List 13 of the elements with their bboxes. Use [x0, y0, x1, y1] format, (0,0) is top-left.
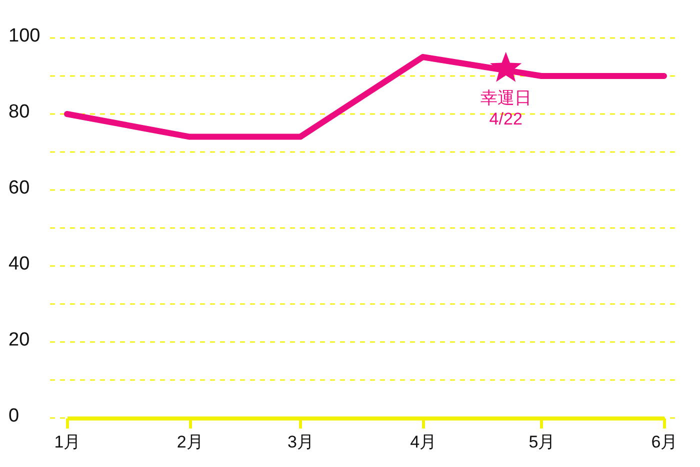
- y-tick-label: 40: [8, 254, 30, 274]
- y-tick-label: 100: [8, 26, 40, 46]
- x-tick-label: 1月: [54, 432, 81, 452]
- y-tick-label: 80: [8, 102, 30, 122]
- x-tick-label: 6月: [651, 432, 678, 452]
- x-tick-label: 5月: [528, 432, 556, 452]
- y-tick-label: 20: [8, 330, 30, 350]
- y-tick-label: 60: [8, 178, 30, 198]
- x-tick-label: 4月: [410, 432, 437, 452]
- x-tick-label: 3月: [288, 432, 314, 452]
- x-tick-label: 2月: [176, 432, 204, 452]
- y-tick-label: 0: [8, 406, 20, 426]
- annotation: 幸運日 4/22: [480, 88, 532, 128]
